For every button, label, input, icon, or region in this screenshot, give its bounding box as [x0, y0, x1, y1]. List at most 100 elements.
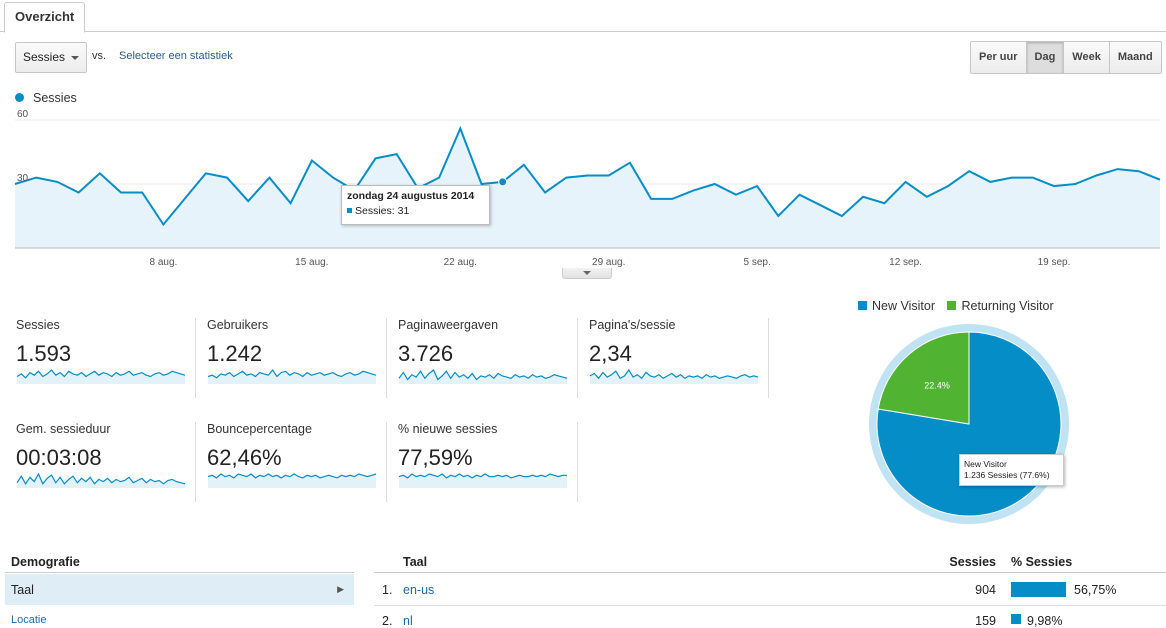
sparkline — [207, 368, 377, 384]
sessions-area — [15, 128, 1160, 248]
metric-label: Bouncepercentage — [207, 422, 312, 436]
divider — [374, 605, 1166, 606]
tooltip-date: zondag 24 augustus 2014 — [347, 190, 475, 202]
x-tick-label: 12 sep. — [889, 257, 922, 268]
pie-legend: New Visitor Returning Visitor — [858, 299, 1054, 313]
vs-label: vs. — [92, 50, 107, 62]
pie-slice-returning-visitor[interactable] — [877, 331, 970, 425]
metric-tile-pageviews[interactable]: Paginaweergaven 3.726 — [397, 318, 577, 400]
tooltip-value-row: Sessies: 31 — [347, 205, 409, 217]
row-sessions: 159 — [975, 614, 996, 628]
sparkline — [16, 369, 186, 384]
tile-divider — [577, 422, 578, 502]
metric-select-label: Sessies — [23, 50, 66, 64]
legend-dot-icon — [15, 93, 24, 102]
metric-value: 77,59% — [398, 445, 473, 470]
y-tick-label: 60 — [17, 109, 29, 120]
row-sessions: 904 — [975, 583, 996, 597]
x-tick-label: 22 aug. — [444, 257, 477, 268]
period-day-button[interactable]: Dag — [1026, 42, 1065, 73]
metric-label: Gem. sessieduur — [16, 422, 111, 436]
x-tick-label: 19 sep. — [1038, 257, 1071, 268]
row-share-bar — [1011, 614, 1021, 624]
chevron-right-icon: ▶ — [337, 584, 344, 594]
period-button-group: Per uur Dag Week Maand — [970, 41, 1162, 74]
metric-tile-new-sessions-pct[interactable]: % nieuwe sessies 77,59% — [397, 422, 577, 504]
chevron-down-icon — [583, 271, 591, 275]
metric-tile-pages-per-session[interactable]: Pagina's/sessie 2,34 — [588, 318, 768, 400]
metric-tile-users[interactable]: Gebruikers 1.242 — [206, 318, 386, 400]
tile-divider — [386, 318, 387, 398]
pie-tooltip-title: New Visitor — [964, 459, 1007, 469]
period-hour-button[interactable]: Per uur — [971, 42, 1027, 73]
x-tick-label: 8 aug. — [150, 257, 178, 268]
metric-tile-avg-session-duration[interactable]: Gem. sessieduur 00:03:08 — [15, 422, 195, 504]
row-rank: 2. — [382, 614, 393, 628]
sparkline — [398, 473, 567, 488]
metric-label: Sessies — [16, 318, 60, 332]
demographics-item-language[interactable]: Taal ▶ — [5, 574, 354, 605]
hover-point — [498, 177, 508, 187]
metric-tile-sessions[interactable]: Sessies 1.593 — [15, 318, 195, 400]
metric-value: 62,46% — [207, 445, 282, 470]
x-tick-label: 15 aug. — [295, 257, 328, 268]
tile-divider — [195, 422, 196, 502]
tile-divider — [768, 318, 769, 398]
returning-visitor-swatch-icon — [947, 301, 957, 310]
metric-value: 3.726 — [398, 341, 454, 366]
sparkline — [16, 472, 186, 488]
pie-tooltip-value: 1.236 Sessies (77.6%) — [964, 470, 1050, 480]
tile-divider — [195, 318, 196, 398]
chevron-down-icon — [71, 56, 79, 60]
column-header-sessions-pct: % Sessies — [1011, 555, 1073, 569]
demographics-header: Demografie — [11, 555, 80, 569]
pie-tooltip: New Visitor 1.236 Sessies (77.6%) — [959, 454, 1064, 486]
tab-overview[interactable]: Overzicht — [4, 2, 86, 33]
tile-divider — [577, 318, 578, 398]
metric-value: 2,34 — [589, 341, 632, 366]
chart-legend[interactable]: Sessies — [15, 91, 77, 105]
metric-value: 00:03:08 — [16, 445, 102, 470]
new-visitor-swatch-icon — [858, 301, 867, 310]
visitor-pie-chart[interactable]: 22.4% — [862, 322, 1082, 527]
x-tick-label: 29 aug. — [592, 257, 625, 268]
demographics-item-location[interactable]: Locatie — [11, 614, 47, 626]
period-week-button[interactable]: Week — [1064, 42, 1110, 73]
y-tick-label: 30 — [17, 173, 29, 184]
metric-tile-bounce-rate[interactable]: Bouncepercentage 62,46% — [206, 422, 386, 504]
row-share-pct: 9,98% — [1027, 614, 1063, 628]
sessions-line — [14, 125, 1161, 227]
column-header-sessions[interactable]: Sessies — [949, 555, 996, 569]
metric-label: Gebruikers — [207, 318, 269, 332]
legend-returning-visitor[interactable]: Returning Visitor — [961, 299, 1054, 313]
legend-label: Sessies — [33, 91, 77, 105]
x-tick-label: 5 sep. — [744, 257, 771, 268]
metric-select[interactable]: Sessies — [15, 42, 87, 73]
divider — [5, 572, 354, 573]
chart-tooltip: zondag 24 augustus 2014 Sessies: 31 — [341, 185, 490, 225]
compare-metric-link[interactable]: Selecteer een statistiek — [119, 50, 233, 62]
period-month-button[interactable]: Maand — [1109, 42, 1161, 73]
pie-slice-label: 22.4% — [924, 380, 950, 390]
row-share-bar — [1011, 582, 1066, 597]
tile-divider — [386, 422, 387, 502]
series-swatch-icon — [347, 208, 352, 213]
legend-new-visitor[interactable]: New Visitor — [872, 299, 935, 313]
sparkline — [589, 368, 759, 384]
sessions-line-chart[interactable]: 60 30 8 aug. 15 aug. 22 aug. 29 aug. 5 sep. 12… — [0, 108, 1166, 270]
metric-label: Paginaweergaven — [398, 318, 499, 332]
tab-bar — [0, 0, 1166, 32]
row-share-pct: 56,75% — [1074, 583, 1117, 597]
chart-collapse-handle[interactable] — [562, 268, 612, 279]
sparkline — [398, 369, 568, 384]
metric-value: 1.242 — [207, 341, 263, 366]
row-language-link[interactable]: en-us — [403, 583, 435, 597]
demographics-item-label: Taal — [11, 583, 34, 597]
divider — [374, 572, 1166, 573]
column-header-language: Taal — [403, 555, 428, 569]
tooltip-value: Sessies: 31 — [355, 205, 410, 217]
metric-label: % nieuwe sessies — [398, 422, 498, 436]
row-rank: 1. — [382, 583, 393, 597]
row-language-link[interactable]: nl — [403, 614, 413, 628]
sparkline — [207, 473, 377, 488]
